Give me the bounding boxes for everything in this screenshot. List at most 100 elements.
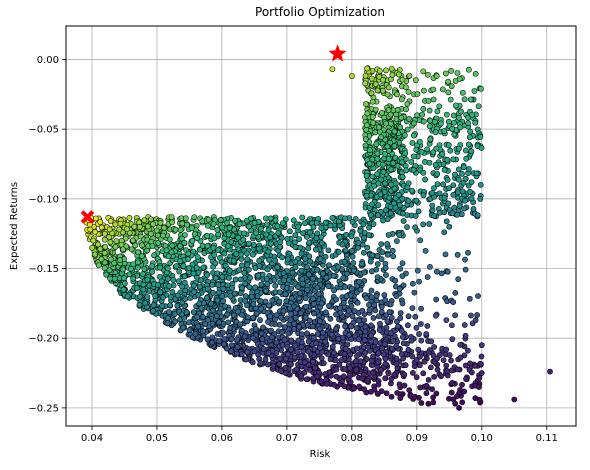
x-tick-label: 0.07 <box>276 433 298 444</box>
portfolio-point <box>237 290 244 297</box>
portfolio-point <box>220 285 227 292</box>
portfolio-point <box>204 317 211 324</box>
portfolio-point <box>227 267 233 274</box>
portfolio-point <box>313 235 320 242</box>
portfolio-point <box>398 328 405 334</box>
portfolio-point <box>355 239 362 246</box>
portfolio-point <box>366 307 373 314</box>
portfolio-point <box>445 89 452 96</box>
portfolio-point <box>396 71 402 78</box>
portfolio-point <box>348 323 354 330</box>
portfolio-point <box>381 188 388 195</box>
portfolio-point <box>173 263 180 269</box>
portfolio-point <box>175 292 181 299</box>
portfolio-point <box>459 381 465 388</box>
portfolio-point <box>291 354 298 361</box>
portfolio-point <box>231 290 238 297</box>
portfolio-point <box>226 275 232 281</box>
portfolio-point <box>354 345 360 352</box>
portfolio-point <box>375 212 381 219</box>
portfolio-point <box>149 268 156 275</box>
portfolio-point <box>432 312 439 319</box>
portfolio-point <box>117 220 124 227</box>
portfolio-point <box>456 75 463 82</box>
portfolio-point <box>477 196 484 202</box>
portfolio-point <box>362 136 369 143</box>
portfolio-point <box>148 230 154 237</box>
portfolio-point <box>396 232 403 238</box>
portfolio-point <box>462 256 468 263</box>
portfolio-point <box>387 301 394 308</box>
portfolio-point <box>410 153 417 160</box>
portfolio-point <box>471 88 478 94</box>
portfolio-point <box>396 192 402 198</box>
portfolio-point <box>450 156 457 163</box>
x-tick-label: 0.08 <box>341 433 363 444</box>
portfolio-point <box>361 234 367 241</box>
portfolio-point <box>362 72 369 79</box>
portfolio-point <box>252 265 259 271</box>
portfolio-point <box>264 280 271 287</box>
portfolio-point <box>303 376 310 383</box>
portfolio-point <box>326 262 332 269</box>
portfolio-point <box>111 260 117 266</box>
portfolio-point <box>356 317 363 324</box>
portfolio-point <box>333 296 340 303</box>
portfolio-point <box>332 357 339 364</box>
portfolio-point <box>383 120 389 127</box>
portfolio-point <box>443 362 450 369</box>
portfolio-point <box>393 343 400 350</box>
portfolio-point <box>351 385 358 392</box>
portfolio-point <box>300 230 306 237</box>
portfolio-point <box>406 116 412 122</box>
portfolio-point <box>215 281 222 288</box>
portfolio-point <box>291 342 298 349</box>
portfolio-point <box>268 327 274 334</box>
portfolio-point <box>467 96 474 103</box>
portfolio-point <box>339 241 346 248</box>
portfolio-point <box>180 324 187 331</box>
portfolio-point <box>388 65 395 72</box>
portfolio-point <box>265 319 271 325</box>
portfolio-point <box>433 145 440 152</box>
portfolio-point <box>427 136 434 143</box>
portfolio-point <box>395 323 401 330</box>
portfolio-point <box>357 286 364 293</box>
portfolio-point <box>465 114 472 121</box>
portfolio-point <box>150 308 157 314</box>
portfolio-point <box>224 220 230 226</box>
portfolio-point <box>449 126 456 132</box>
portfolio-point <box>454 366 461 373</box>
portfolio-point <box>267 215 274 222</box>
portfolio-point <box>449 210 456 216</box>
portfolio-point <box>280 308 287 315</box>
portfolio-point <box>280 277 287 284</box>
portfolio-point <box>322 370 329 377</box>
portfolio-point <box>387 330 394 337</box>
portfolio-point <box>343 231 350 238</box>
portfolio-point <box>292 264 299 271</box>
portfolio-point <box>359 307 366 314</box>
portfolio-point <box>140 281 147 288</box>
portfolio-point <box>172 318 179 325</box>
portfolio-point <box>368 332 374 339</box>
portfolio-point <box>462 266 469 273</box>
portfolio-point <box>375 180 382 187</box>
portfolio-point <box>429 190 436 196</box>
portfolio-point <box>344 270 350 277</box>
portfolio-point <box>392 154 399 161</box>
portfolio-point <box>209 334 216 341</box>
portfolio-point <box>388 345 395 352</box>
portfolio-point <box>463 155 470 162</box>
portfolio-point <box>287 317 294 324</box>
portfolio-point <box>245 266 252 273</box>
portfolio-point <box>434 268 440 275</box>
portfolio-point <box>424 323 431 329</box>
portfolio-point <box>286 228 293 235</box>
portfolio-point <box>447 147 454 154</box>
portfolio-point <box>404 224 410 231</box>
portfolio-point <box>472 395 479 402</box>
portfolio-point <box>478 361 484 367</box>
portfolio-point <box>331 350 337 356</box>
portfolio-point <box>385 370 392 377</box>
